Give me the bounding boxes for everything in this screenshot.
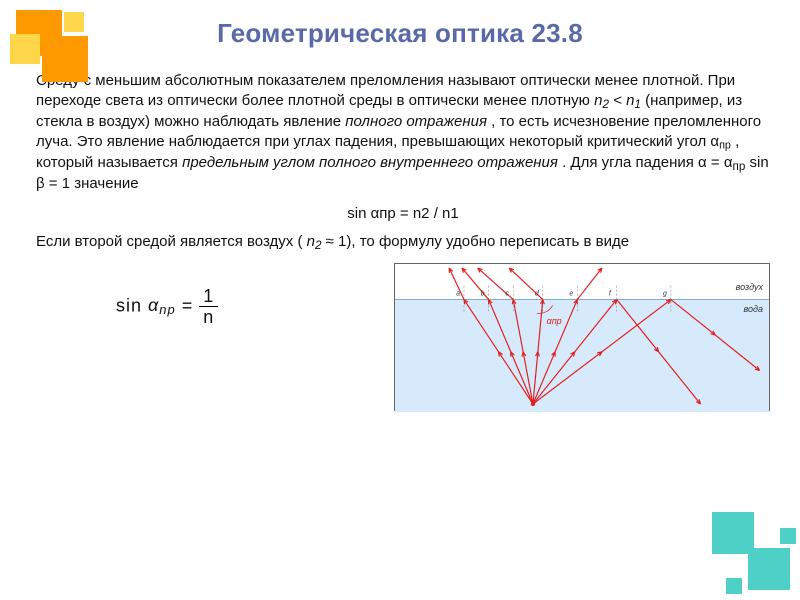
text: ≈ 1), то формулу удобно переписать в вид… — [326, 233, 629, 250]
text: . Для угла падения α = α — [562, 154, 732, 171]
sub: пр — [732, 160, 745, 173]
text: Если второй средой является воздух ( — [36, 233, 302, 250]
svg-text:b: b — [480, 291, 484, 298]
svg-text:c: c — [505, 291, 509, 298]
decor-square — [712, 512, 754, 554]
decor-square — [64, 12, 84, 32]
sub: 2 — [602, 98, 609, 111]
diagram-svg: a b c d e f g — [395, 264, 769, 410]
sub: np — [159, 303, 175, 318]
paragraph-2: Если второй средой является воздух ( n2 … — [36, 232, 770, 253]
alpha: α — [710, 133, 719, 150]
label-air: воздух — [736, 282, 763, 294]
page-title: Геометрическая оптика 23.8 — [0, 0, 800, 49]
alpha: α — [148, 295, 159, 315]
var: n — [307, 233, 315, 250]
paragraph-1: Среду с меньшим абсолютным показателем п… — [36, 71, 770, 194]
svg-text:f: f — [608, 291, 611, 298]
formula: sin αnp = 1 n — [36, 263, 374, 326]
alpha-crit: αпр — [710, 132, 731, 153]
decor-square — [42, 36, 88, 82]
emph: предельным углом полного внутреннего отр… — [182, 154, 558, 171]
emph: полного отражения — [345, 113, 487, 130]
sub: 1 — [634, 98, 641, 111]
sub: пр — [719, 140, 731, 152]
svg-text:d: d — [534, 291, 538, 298]
label-alpha: αпр — [547, 316, 562, 328]
fraction: 1 n — [199, 287, 218, 326]
svg-text:g: g — [663, 291, 667, 298]
decor-square — [726, 578, 742, 594]
label-water: вода — [744, 304, 764, 316]
decor-square — [748, 548, 790, 590]
inequality: n2 < n1 — [594, 92, 645, 109]
fn: sin — [116, 295, 148, 315]
center-equation: sin αпр = n2 / n1 — [36, 204, 770, 224]
svg-text:a: a — [456, 291, 460, 298]
numerator: 1 — [199, 287, 218, 307]
body-text: Среду с меньшим абсолютным показателем п… — [0, 49, 800, 411]
denominator: n — [199, 307, 218, 326]
ray-diagram: a b c d e f g воздух вода αпр — [394, 263, 770, 411]
decor-square — [780, 528, 796, 544]
op: < — [613, 92, 626, 109]
sub: 2 — [315, 239, 322, 252]
eq: = — [182, 295, 200, 315]
decor-square — [10, 34, 40, 64]
alpha: αnp — [148, 294, 176, 318]
svg-text:e: e — [569, 291, 573, 298]
var: n2 — [307, 233, 326, 250]
